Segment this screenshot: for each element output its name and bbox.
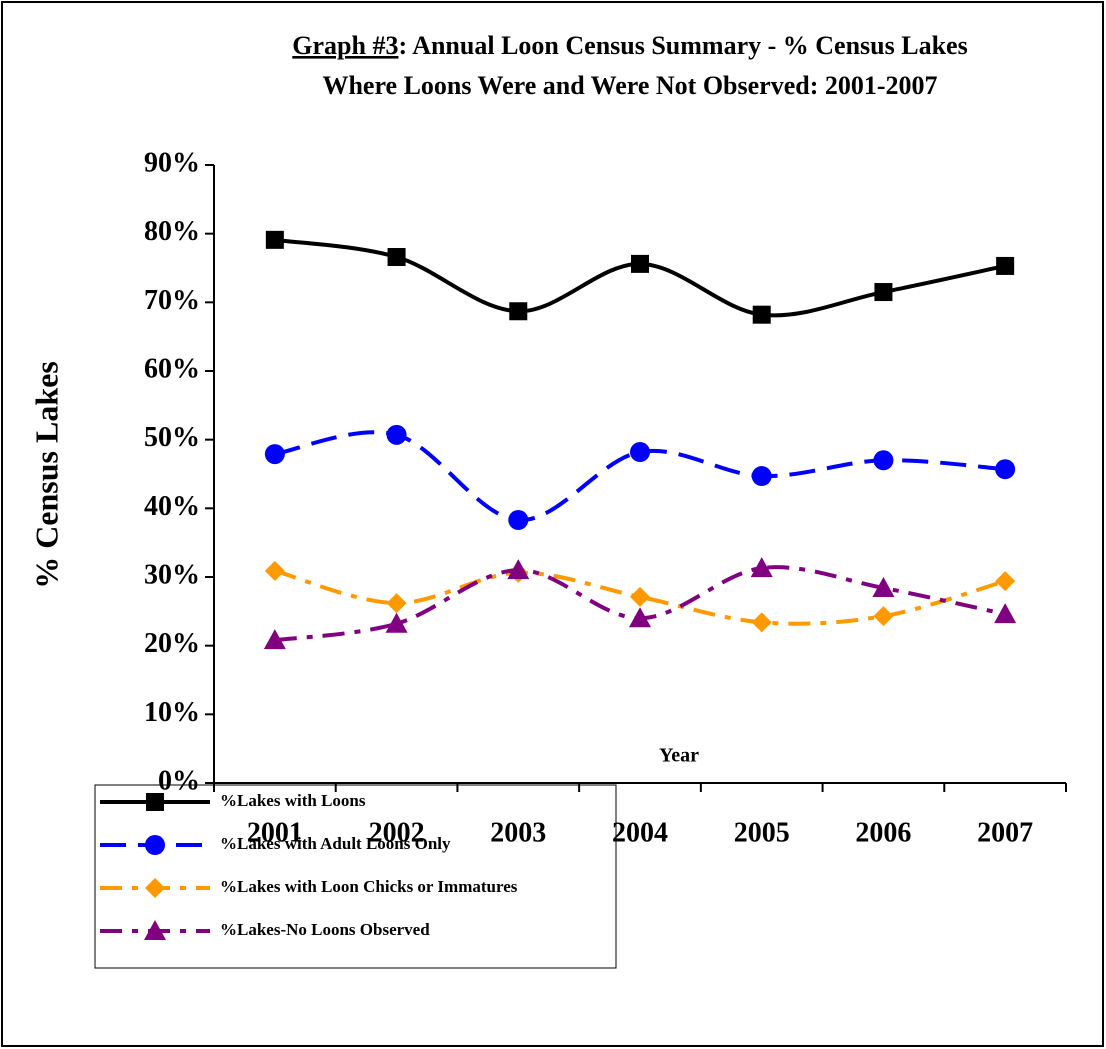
- legend-marker: [146, 793, 164, 811]
- x-tick-label: 2001: [247, 817, 303, 848]
- marker: [996, 256, 1015, 275]
- marker: [751, 612, 772, 633]
- x-tick-label: 2004: [612, 817, 668, 848]
- y-axis-label: % Census Lakes: [28, 361, 64, 589]
- x-tick-label: 2007: [977, 817, 1033, 848]
- legend: [94, 784, 617, 969]
- x-tick-label: 2003: [490, 817, 546, 848]
- chart-title: Where Loons Were and Were Not Observed: …: [322, 71, 937, 100]
- marker: [263, 629, 286, 650]
- y-tick-label: 40%: [144, 491, 200, 522]
- marker: [264, 444, 285, 465]
- marker: [751, 466, 772, 487]
- y-tick-label: 60%: [144, 353, 200, 384]
- legend-label: %Lakes with Loon Chicks or Immatures: [220, 877, 518, 896]
- marker: [995, 459, 1016, 480]
- marker: [387, 248, 406, 267]
- y-tick-label: 0%: [158, 765, 200, 796]
- marker: [509, 302, 528, 321]
- marker: [874, 283, 893, 302]
- marker: [994, 603, 1017, 624]
- x-tick-label: 2006: [855, 817, 911, 848]
- legend-marker: [145, 835, 165, 855]
- title-part: Graph #3: [292, 31, 398, 60]
- marker: [631, 254, 649, 273]
- legend-marker: [144, 920, 166, 940]
- marker: [873, 606, 894, 627]
- marker: [750, 557, 773, 578]
- marker: [508, 510, 529, 531]
- title-part: : Annual Loon Census Summary - % Census …: [398, 31, 967, 60]
- y-tick-label: 50%: [144, 422, 200, 453]
- y-tick-label: 30%: [144, 559, 200, 590]
- marker: [752, 305, 771, 324]
- y-tick-label: 10%: [144, 697, 200, 728]
- marker: [264, 560, 285, 581]
- x-tick-label: 2002: [369, 817, 425, 848]
- legend-label: %Lakes-No Loons Observed: [220, 920, 430, 939]
- y-tick-label: 90%: [144, 147, 200, 178]
- legend-label: %Lakes with Loons: [220, 791, 366, 810]
- marker: [630, 586, 650, 607]
- marker: [629, 607, 651, 628]
- legend-label: %Lakes with Adult Loons Only: [220, 834, 451, 853]
- marker: [873, 450, 894, 471]
- marker: [995, 571, 1016, 592]
- y-tick-label: 20%: [144, 628, 200, 659]
- chart-title: Graph #3: Annual Loon Census Summary - %…: [292, 31, 967, 60]
- marker: [385, 612, 408, 633]
- x-tick-label: 2005: [734, 817, 790, 848]
- marker: [507, 559, 530, 580]
- x-axis-label: Year: [659, 745, 699, 767]
- marker: [265, 230, 284, 249]
- y-tick-label: 70%: [144, 285, 200, 316]
- legend-marker: [145, 878, 165, 898]
- marker: [872, 576, 895, 597]
- marker: [386, 593, 407, 614]
- marker: [386, 424, 407, 445]
- marker: [630, 442, 650, 463]
- y-tick-label: 80%: [144, 216, 200, 247]
